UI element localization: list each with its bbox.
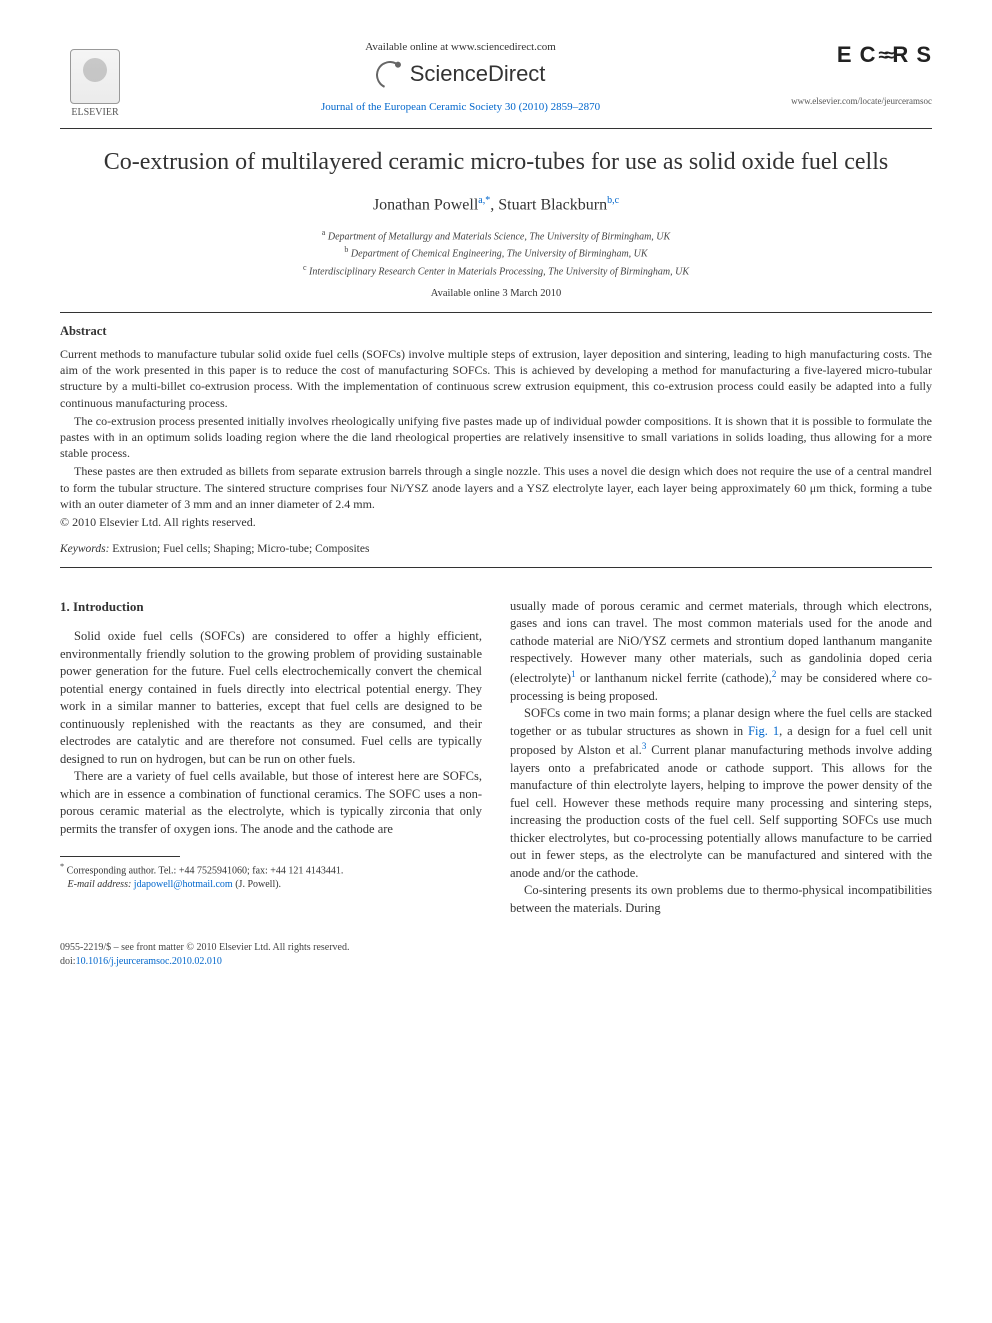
available-online-line: Available online at www.sciencedirect.co… xyxy=(130,40,791,55)
abstract-body: Current methods to manufacture tubular s… xyxy=(60,346,932,512)
abstract-para-2: The co-extrusion process presented initi… xyxy=(60,413,932,462)
intro-para-4-c: Current planar manufacturing methods inv… xyxy=(510,743,932,880)
footnote-email-label: E-mail address: xyxy=(68,879,132,890)
abstract-top-divider xyxy=(60,312,932,313)
journal-url[interactable]: www.elsevier.com/locate/jeurceramsoc xyxy=(791,95,932,108)
author-1-corr-star[interactable]: * xyxy=(485,195,490,206)
abstract-para-3: These pastes are then extruded as billet… xyxy=(60,463,932,512)
elsevier-tree-icon xyxy=(70,49,120,104)
footnote-separator xyxy=(60,856,180,857)
abstract-bottom-divider xyxy=(60,567,932,568)
affiliation-c-text: Interdisciplinary Research Center in Mat… xyxy=(309,266,689,277)
doi-line: doi:10.1016/j.jeurceramsoc.2010.02.010 xyxy=(60,955,932,969)
intro-para-4: SOFCs come in two main forms; a planar d… xyxy=(510,705,932,882)
keywords-line: Keywords: Extrusion; Fuel cells; Shaping… xyxy=(60,541,932,557)
journal-reference[interactable]: Journal of the European Ceramic Society … xyxy=(130,100,791,115)
footnote-email-name: (J. Powell). xyxy=(235,879,281,890)
page-footer: 0955-2219/$ – see front matter © 2010 El… xyxy=(60,941,932,969)
authors-line: Jonathan Powella,*, Stuart Blackburnb,c xyxy=(60,194,932,217)
footnote-email[interactable]: jdapowell@hotmail.com xyxy=(134,879,233,890)
page-header: ELSEVIER Available online at www.science… xyxy=(60,40,932,120)
affiliation-a-text: Department of Metallurgy and Materials S… xyxy=(328,231,670,242)
affiliation-a: a Department of Metallurgy and Materials… xyxy=(60,227,932,244)
elsevier-logo: ELSEVIER xyxy=(60,40,130,120)
sciencedirect-text: ScienceDirect xyxy=(410,59,546,90)
keywords-text: Extrusion; Fuel cells; Shaping; Micro-tu… xyxy=(112,543,369,555)
intro-para-3-b: or lanthanum nickel ferrite (cathode), xyxy=(576,671,772,685)
corresponding-author-footnote: * Corresponding author. Tel.: +44 752594… xyxy=(60,861,482,892)
intro-para-1: Solid oxide fuel cells (SOFCs) are consi… xyxy=(60,628,482,768)
ecers-waves-icon: ≈≈ xyxy=(879,43,891,68)
sciencedirect-swoosh-icon xyxy=(372,57,408,93)
affiliation-c: c Interdisciplinary Research Center in M… xyxy=(60,262,932,279)
doi-label: doi: xyxy=(60,956,76,967)
available-online-date: Available online 3 March 2010 xyxy=(60,287,932,302)
doi-link[interactable]: 10.1016/j.jeurceramsoc.2010.02.010 xyxy=(76,956,222,967)
right-column: usually made of porous ceramic and cerme… xyxy=(510,598,932,917)
header-divider xyxy=(60,128,932,129)
center-header: Available online at www.sciencedirect.co… xyxy=(130,40,791,116)
author-2[interactable]: Stuart Blackburn xyxy=(498,197,607,214)
intro-para-2: There are a variety of fuel cells availa… xyxy=(60,768,482,838)
journal-logo-block: E C ≈≈ R S www.elsevier.com/locate/jeurc… xyxy=(791,40,932,107)
intro-para-5: Co-sintering presents its own problems d… xyxy=(510,882,932,917)
abstract-heading: Abstract xyxy=(60,323,932,341)
ecers-left: E C xyxy=(837,40,877,71)
section-1-heading: 1. Introduction xyxy=(60,598,482,616)
keywords-label: Keywords: xyxy=(60,543,109,555)
intro-para-3: usually made of porous ceramic and cerme… xyxy=(510,598,932,705)
issn-line: 0955-2219/$ – see front matter © 2010 El… xyxy=(60,941,932,955)
affiliations: a Department of Metallurgy and Materials… xyxy=(60,227,932,279)
affiliation-b-text: Department of Chemical Engineering, The … xyxy=(351,249,648,260)
body-columns: 1. Introduction Solid oxide fuel cells (… xyxy=(60,598,932,917)
abstract-copyright: © 2010 Elsevier Ltd. All rights reserved… xyxy=(60,514,932,531)
elsevier-label: ELSEVIER xyxy=(71,106,118,120)
author-1[interactable]: Jonathan Powell xyxy=(373,197,478,214)
footnote-corr-text: Corresponding author. Tel.: +44 75259410… xyxy=(67,865,344,876)
fig-1-link[interactable]: Fig. 1 xyxy=(748,724,779,738)
footnote-star: * xyxy=(60,862,64,871)
abstract-para-1: Current methods to manufacture tubular s… xyxy=(60,346,932,411)
ecers-logo: E C ≈≈ R S xyxy=(791,40,932,71)
left-column: 1. Introduction Solid oxide fuel cells (… xyxy=(60,598,482,917)
ecers-right: R S xyxy=(892,40,932,71)
author-2-affil-sup[interactable]: b,c xyxy=(607,195,619,206)
article-title: Co-extrusion of multilayered ceramic mic… xyxy=(60,147,932,178)
sciencedirect-logo: ScienceDirect xyxy=(130,59,791,90)
affiliation-b: b Department of Chemical Engineering, Th… xyxy=(60,244,932,261)
